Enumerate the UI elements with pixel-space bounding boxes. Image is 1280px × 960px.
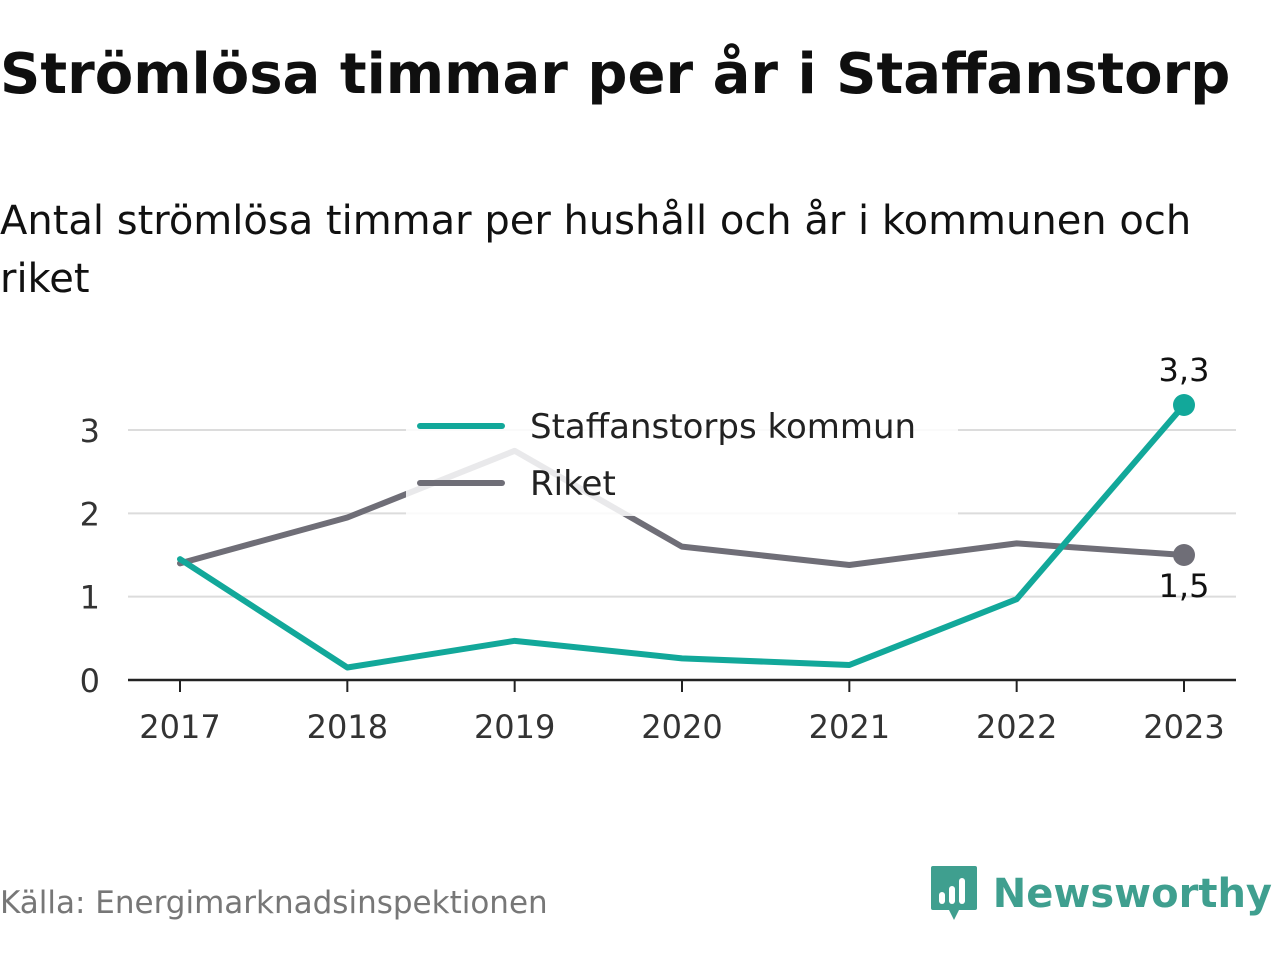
end-label-riket: 1,5 (1159, 567, 1210, 605)
series-end-point-1 (1173, 544, 1195, 566)
chart-title: Strömlösa timmar per år i Staffanstorp (0, 42, 1231, 107)
brand-logo: Newsworthy (929, 864, 1272, 924)
series-lines (177, 394, 1195, 671)
newsworthy-logo-icon (930, 866, 977, 920)
x-axis-ticks: 2017 2018 2019 2020 2021 2022 2023 (139, 680, 1225, 746)
x-tick-label: 2023 (1143, 708, 1224, 746)
legend: Staffanstorps kommun Riket (406, 396, 958, 516)
series-line-0 (177, 402, 1187, 671)
legend-background (406, 396, 958, 516)
x-tick-label: 2018 (307, 708, 388, 746)
y-axis-ticks: 0 1 2 3 (80, 412, 100, 700)
legend-label-0: Staffanstorps kommun (530, 407, 916, 447)
end-labels: 3,3 1,5 (1159, 351, 1210, 605)
y-tick-label: 2 (80, 495, 100, 533)
x-tick-label: 2022 (976, 708, 1057, 746)
x-tick-label: 2021 (809, 708, 890, 746)
series-end-point-0 (1173, 394, 1195, 416)
chart-subtitle: Antal strömlösa timmar per hushåll och å… (0, 198, 1192, 302)
line-chart: 0 1 2 3 2017 2018 2019 2020 2021 2022 2023 Staffa… (80, 351, 1236, 746)
y-tick-label: 0 (80, 662, 100, 700)
x-tick-label: 2017 (139, 708, 220, 746)
y-tick-label: 1 (80, 579, 100, 617)
legend-label-1: Riket (530, 464, 616, 504)
x-tick-label: 2019 (474, 708, 555, 746)
x-tick-label: 2020 (641, 708, 722, 746)
y-tick-label: 3 (80, 412, 100, 450)
end-label-kommun: 3,3 (1159, 351, 1210, 389)
source-note: Källa: Energimarknadsinspektionen (0, 885, 548, 921)
brand-name: Newsworthy (992, 871, 1272, 917)
series-line-1 (177, 447, 1187, 568)
